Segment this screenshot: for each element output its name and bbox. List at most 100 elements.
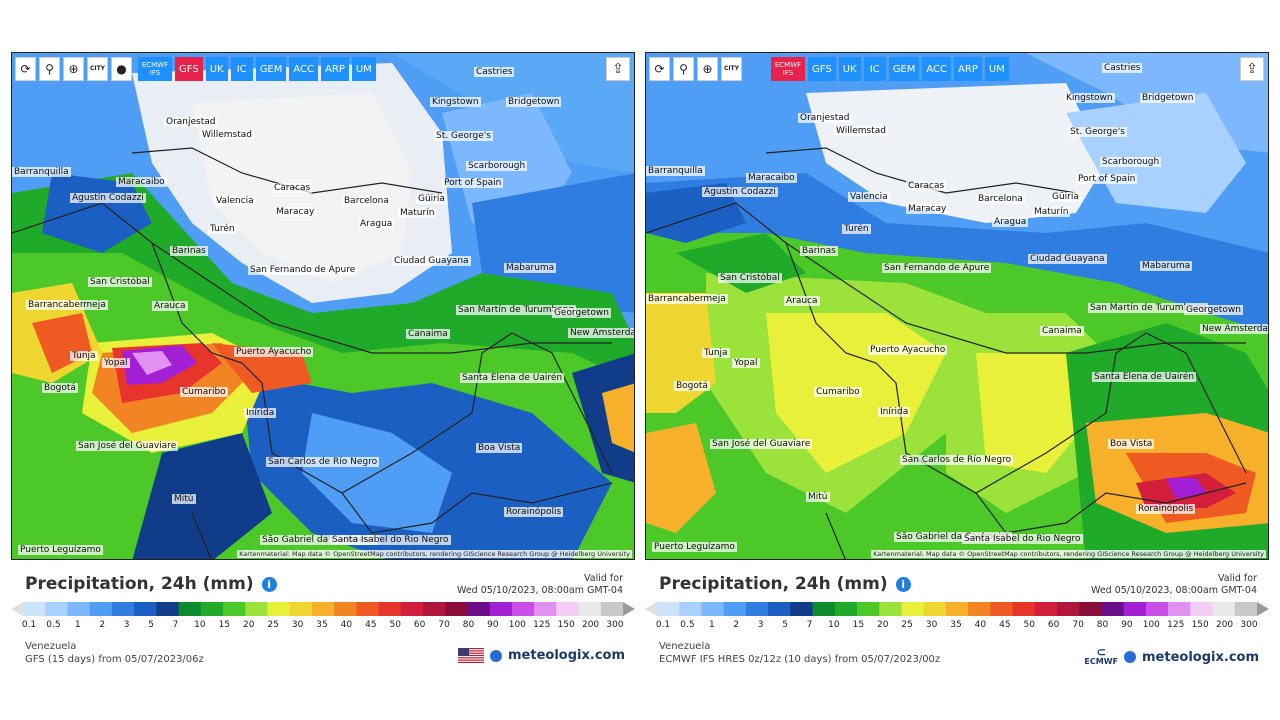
model-button-ic[interactable]: IC — [230, 57, 253, 81]
city-label: Santa Isabel do Rio Negro — [330, 535, 451, 545]
model-button-gem[interactable]: GEM — [888, 57, 920, 81]
city-label: Güiria — [416, 194, 447, 204]
city-label: San Fernando de Apure — [248, 265, 358, 275]
city-toggle-icon[interactable]: CITY — [721, 57, 742, 81]
city-label: Ciudad Guayana — [392, 256, 471, 266]
legend-color-swatch — [267, 602, 291, 616]
ecmwf-map-graphic — [646, 53, 1268, 559]
legend-color-swatch — [200, 602, 224, 616]
legend-tick-label: 80 — [1096, 620, 1109, 630]
legend-tick-label: 0.5 — [680, 620, 695, 630]
legend-tick-label: 150 — [1191, 620, 1209, 630]
share-icon[interactable]: ⇪ — [606, 57, 630, 81]
model-button-um[interactable]: UM — [984, 57, 1009, 81]
valid-for-label: Valid for — [1218, 573, 1257, 584]
model-button-arp[interactable]: ARP — [954, 57, 982, 81]
ecmwf-precipitation-map[interactable]: ⟳ ⚲ ⊕ CITY ECMWF IFS GFS UK IC GEM ACC ARP UM ⇪… — [645, 52, 1269, 560]
meteologix-logo-icon — [1124, 651, 1137, 663]
model-button-acc[interactable]: ACC — [289, 57, 319, 81]
map-attribution: Kartenmaterial: Map data © OpenStreetMap… — [237, 550, 632, 558]
legend-tick-label: 90 — [1121, 620, 1133, 630]
gfs-panel: ⟳ ⚲ ⊕ CITY ● ECMWF IFS GFS UK IC GEM ACC ARP UM… — [11, 52, 635, 672]
model-button-uk[interactable]: UK — [205, 57, 228, 81]
legend-color-swatch — [556, 602, 580, 616]
legend-color-swatch — [600, 602, 624, 616]
city-label: San Martín de Turumbang — [456, 305, 577, 315]
gfs-title: Precipitation, 24h (mm) i — [25, 574, 277, 594]
share-icon[interactable]: ⇪ — [1240, 57, 1264, 81]
model-button-uk[interactable]: UK — [838, 57, 861, 81]
valid-time: Valid for Wed 05/10/2023, 08:00am GMT-04 — [457, 573, 623, 597]
gfs-precipitation-map[interactable]: ⟳ ⚲ ⊕ CITY ● ECMWF IFS GFS UK IC GEM ACC ARP UM… — [11, 52, 635, 560]
city-label: Aragua — [992, 217, 1029, 227]
legend-color-swatch — [1079, 602, 1102, 616]
city-label: Puerto Leguízamo — [18, 545, 103, 555]
legend-color-swatch — [289, 602, 313, 616]
legend-arrow-left — [11, 602, 23, 616]
model-button-acc[interactable]: ACC — [922, 57, 952, 81]
valid-date: Wed 05/10/2023, 08:00am GMT-04 — [1090, 585, 1257, 596]
legend-tick-label: 50 — [389, 620, 401, 630]
legend-color-swatch — [790, 602, 814, 616]
legend-tick-label: 1 — [74, 620, 81, 630]
map-attribution: Kartenmaterial: Map data © OpenStreetMap… — [871, 550, 1266, 558]
model-selector: ECMWF IFS GFS UK IC GEM ACC ARP UM — [771, 57, 1009, 81]
model-button-ecmwf-ifs[interactable]: ECMWF IFS — [771, 57, 805, 81]
model-button-um[interactable]: UM — [351, 57, 376, 81]
city-label: Maturín — [1032, 207, 1071, 217]
info-icon[interactable]: i — [895, 576, 911, 592]
refresh-icon[interactable]: ⟳ — [15, 57, 36, 81]
us-flag-icon — [458, 648, 485, 663]
model-button-gem[interactable]: GEM — [255, 57, 287, 81]
model-button-gfs[interactable]: GFS — [175, 57, 203, 81]
city-label: Agustín Codazzi — [702, 187, 778, 197]
model-button-ecmwf-ifs[interactable]: ECMWF IFS — [138, 57, 172, 81]
legend-tick-label: 20 — [243, 620, 255, 630]
legend-tick-label: 80 — [462, 620, 475, 630]
city-label: St. George's — [1068, 127, 1127, 137]
brand-text[interactable]: meteologix.com — [1142, 649, 1259, 665]
legend-color-swatch — [923, 602, 947, 616]
city-label: Kingstown — [430, 97, 481, 107]
brand: ⊂ ECMWF meteologix.com — [1084, 646, 1259, 666]
city-label: Oranjestad — [798, 113, 852, 123]
legend-tick-label: 100 — [508, 620, 526, 630]
city-label: Port of Spain — [1076, 174, 1138, 184]
model-button-arp[interactable]: ARP — [321, 57, 349, 81]
city-label: Mitú — [806, 492, 830, 502]
legend-tick-label: 25 — [267, 620, 279, 630]
brand-text[interactable]: meteologix.com — [508, 648, 625, 663]
city-label: São Gabriel da Cachoeira — [260, 535, 379, 545]
city-toggle-icon[interactable]: CITY — [87, 57, 108, 81]
valid-time: Valid for Wed 05/10/2023, 08:00am GMT-04 — [1091, 573, 1257, 597]
city-label: Castries — [474, 67, 515, 77]
ecmwf-panel: ⟳ ⚲ ⊕ CITY ECMWF IFS GFS UK IC GEM ACC ARP UM ⇪… — [645, 52, 1269, 672]
location-pin-icon[interactable]: ⚲ — [39, 57, 60, 81]
city-label: Santa Elena de Uairén — [1092, 372, 1197, 382]
model-button-ic[interactable]: IC — [863, 57, 886, 81]
legend-color-swatch — [1012, 602, 1036, 616]
legend-color-swatch — [1168, 602, 1191, 616]
legend-color-swatch — [768, 602, 791, 616]
legend-color-swatch — [89, 602, 113, 616]
zoom-icon[interactable]: ⊕ — [63, 57, 84, 81]
legend-tick-label: 0.5 — [46, 620, 61, 630]
city-label: Valencia — [848, 192, 890, 202]
refresh-icon[interactable]: ⟳ — [649, 57, 670, 81]
info-icon[interactable]: i — [261, 576, 277, 592]
precip-color-legend — [11, 602, 635, 616]
city-label: New Amsterdam — [568, 328, 634, 338]
location-pin-icon[interactable]: ⚲ — [673, 57, 694, 81]
city-label: San José del Guaviare — [76, 441, 179, 451]
model-button-gfs[interactable]: GFS — [808, 57, 836, 81]
city-label: Barcelona — [342, 196, 391, 206]
city-label: Canaima — [406, 329, 450, 339]
zoom-icon[interactable]: ⊕ — [697, 57, 718, 81]
city-label: Bridgetown — [1140, 93, 1196, 103]
city-label: Santa Elena de Uairén — [460, 373, 565, 383]
city-label: Willemstad — [200, 130, 254, 140]
legend-color-swatch — [178, 602, 202, 616]
dot-icon[interactable]: ● — [111, 57, 132, 81]
city-label: Canaima — [1040, 326, 1084, 336]
legend-color-swatch — [45, 602, 68, 616]
